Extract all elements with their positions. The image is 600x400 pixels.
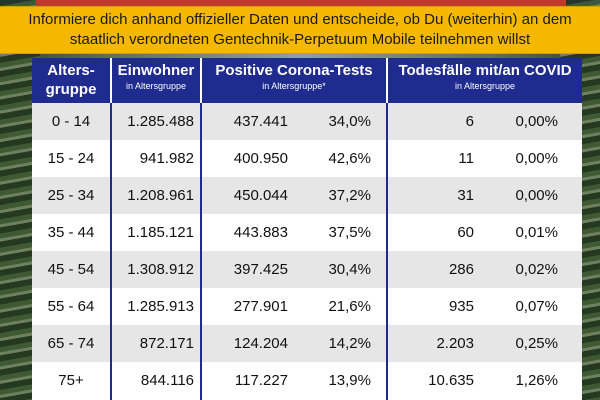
cell-positive-pct: 34,0% [288,103,371,140]
header-deaths-subtitle: in Altersgruppe [455,80,515,92]
cell-age: 55 - 64 [32,288,110,325]
cell-age: 45 - 54 [32,251,110,288]
cell-age: 65 - 74 [32,325,110,362]
table-row: 35 - 44 1.185.121 443.883 37,5% 60 0,01% [32,214,582,251]
cell-population: 844.116 [112,362,194,399]
table-row: 15 - 24 941.982 400.950 42,6% 11 0,00% [32,140,582,177]
cell-population: 1.208.961 [112,177,194,214]
cell-age: 15 - 24 [32,140,110,177]
header-age-line2: gruppe [46,80,97,99]
cell-deaths: 60 [386,214,474,251]
cell-population: 1.185.121 [112,214,194,251]
cell-deaths: 11 [386,140,474,177]
header-population-subtitle: in Altersgruppe [126,80,186,92]
cell-deaths-pct: 0,00% [474,103,558,140]
cell-positive-pct: 37,5% [288,214,371,251]
header-positive-subtitle: in Altersgruppe* [262,80,326,92]
cell-deaths-pct: 0,02% [474,251,558,288]
cell-positive-pct: 14,2% [288,325,371,362]
cell-positive-pct: 37,2% [288,177,371,214]
cell-positive: 117.227 [202,362,288,399]
table-row: 65 - 74 872.171 124.204 14,2% 2.203 0,25… [32,325,582,362]
covid-data-table: Alters- gruppe Einwohner in Altersgruppe… [32,58,582,400]
cell-deaths: 6 [386,103,474,140]
cell-deaths: 935 [386,288,474,325]
cell-deaths: 10.635 [386,362,474,399]
table-row: 25 - 34 1.208.961 450.044 37,2% 31 0,00% [32,177,582,214]
cell-deaths-pct: 0,07% [474,288,558,325]
column-divider [110,103,112,400]
cell-deaths-pct: 0,25% [474,325,558,362]
header-deaths: Todesfälle mit/an COVID in Altersgruppe [388,58,582,103]
cell-positive: 124.204 [202,325,288,362]
header-population-title: Einwohner [118,61,195,80]
cell-positive: 450.044 [202,177,288,214]
cell-population: 1.308.912 [112,251,194,288]
cell-population: 1.285.488 [112,103,194,140]
cell-deaths: 31 [386,177,474,214]
cell-age: 0 - 14 [32,103,110,140]
header-positive-tests: Positive Corona-Tests in Altersgruppe* [202,58,386,103]
cell-positive-pct: 13,9% [288,362,371,399]
cell-deaths-pct: 0,00% [474,140,558,177]
cell-positive-pct: 30,4% [288,251,371,288]
cell-age: 75+ [32,362,110,399]
cell-deaths: 2.203 [386,325,474,362]
header-deaths-title: Todesfälle mit/an COVID [398,61,571,80]
table-row: 0 - 14 1.285.488 437.441 34,0% 6 0,00% [32,103,582,140]
column-divider [386,103,388,400]
table-body: 0 - 14 1.285.488 437.441 34,0% 6 0,00% 1… [32,103,582,399]
cell-positive: 400.950 [202,140,288,177]
banner-text: Informiere dich anhand offizieller Daten… [5,10,595,50]
cell-age: 35 - 44 [32,214,110,251]
table-row: 55 - 64 1.285.913 277.901 21,6% 935 0,07… [32,288,582,325]
cell-deaths-pct: 1,26% [474,362,558,399]
cell-positive-pct: 21,6% [288,288,371,325]
cell-positive-pct: 42,6% [288,140,371,177]
cell-positive: 437.441 [202,103,288,140]
cell-positive: 277.901 [202,288,288,325]
table-header: Alters- gruppe Einwohner in Altersgruppe… [32,58,582,103]
cell-deaths-pct: 0,01% [474,214,558,251]
cell-population: 1.285.913 [112,288,194,325]
header-age: Alters- gruppe [32,58,110,103]
cell-deaths-pct: 0,00% [474,177,558,214]
info-banner: Informiere dich anhand offizieller Daten… [0,6,600,54]
cell-population: 872.171 [112,325,194,362]
cell-population: 941.982 [112,140,194,177]
header-age-line1: Alters- [47,61,95,80]
cell-age: 25 - 34 [32,177,110,214]
column-divider [200,103,202,400]
cell-positive: 397.425 [202,251,288,288]
cell-deaths: 286 [386,251,474,288]
header-population: Einwohner in Altersgruppe [112,58,200,103]
header-positive-title: Positive Corona-Tests [215,61,372,80]
table-row: 45 - 54 1.308.912 397.425 30,4% 286 0,02… [32,251,582,288]
cell-positive: 443.883 [202,214,288,251]
table-row: 75+ 844.116 117.227 13,9% 10.635 1,26% [32,362,582,399]
